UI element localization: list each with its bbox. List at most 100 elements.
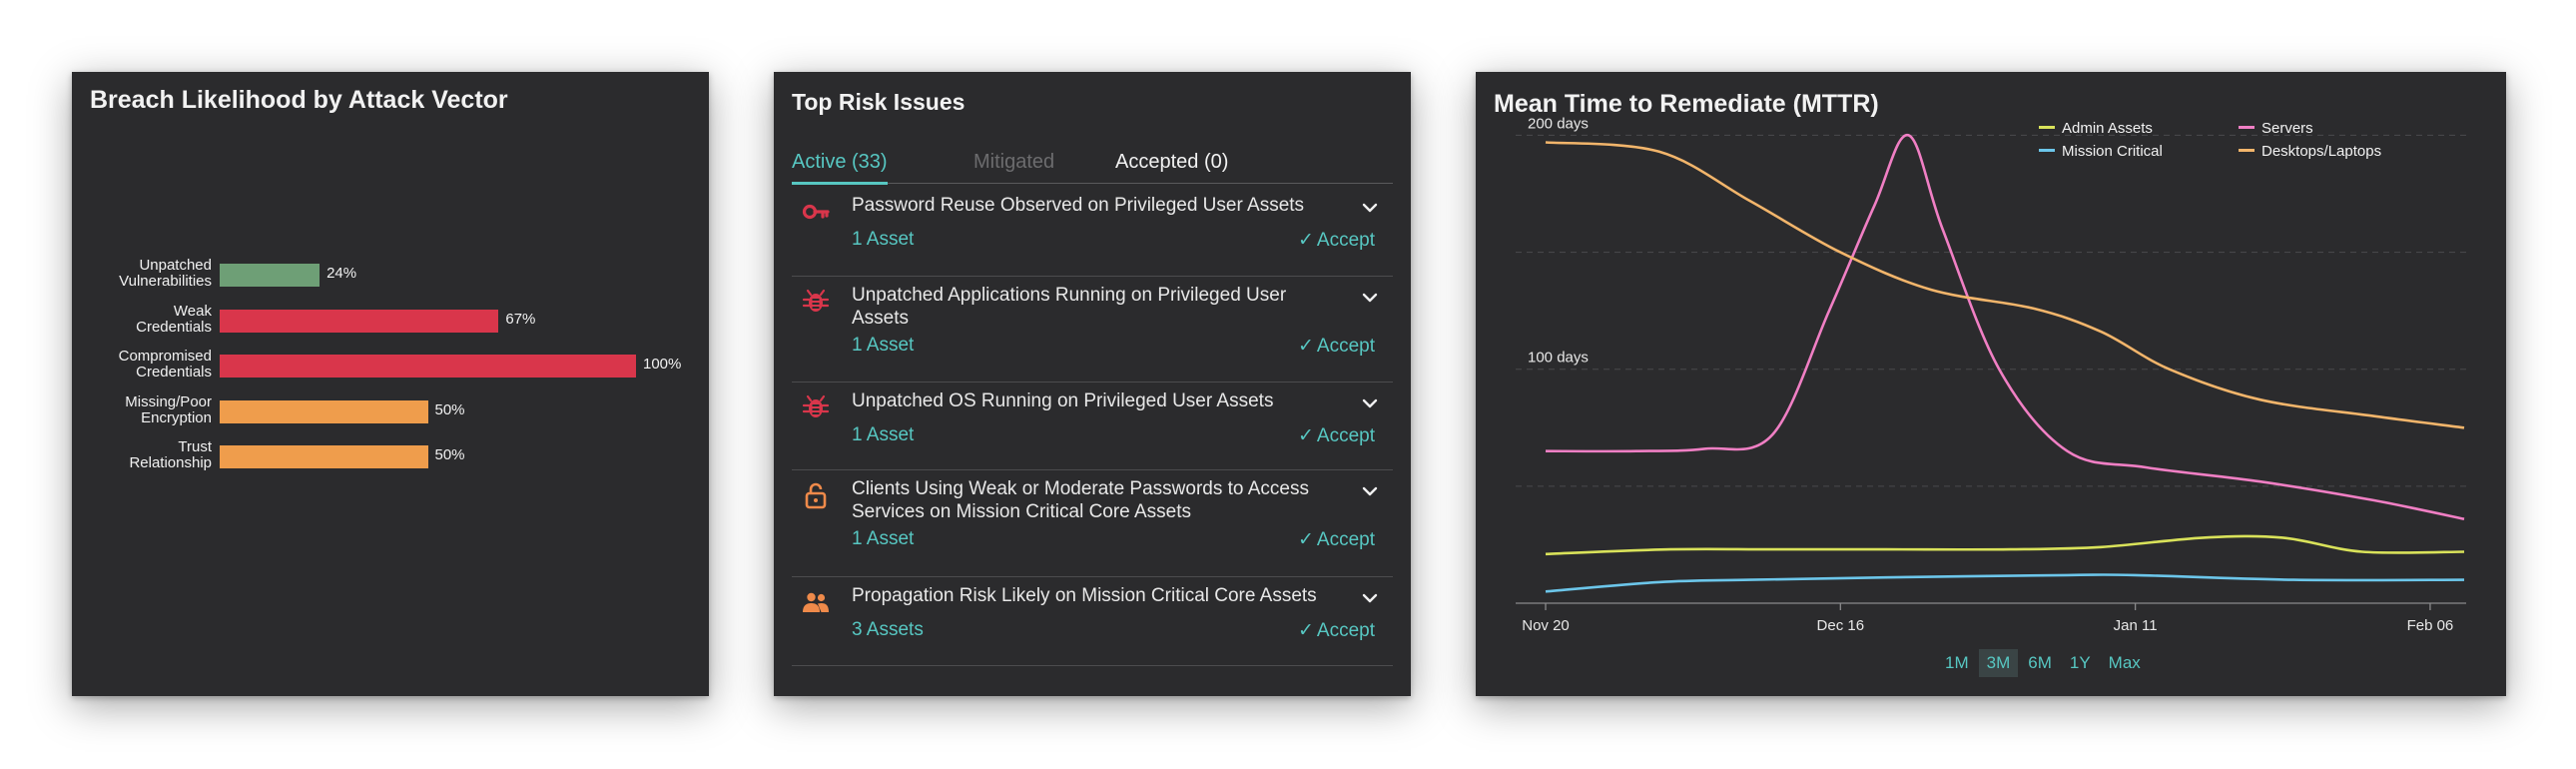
risk-issue-row[interactable]: Unpatched OS Running on Privileged User … (792, 382, 1393, 470)
bar-value-label: 100% (643, 356, 682, 373)
risk-issue-row[interactable]: Unpatched Applications Running on Privil… (792, 276, 1393, 383)
bar-value-label: 50% (434, 446, 465, 463)
bar-category-label: Missing/Poor Encryption (62, 392, 212, 426)
bar-value-label: 67% (505, 310, 536, 328)
risk-tabs: Active (33) Mitigated Accepted (0) (792, 145, 1393, 185)
asset-count-link[interactable]: 1 Asset (852, 528, 915, 549)
range-button-1y[interactable]: 1Y (2069, 653, 2091, 672)
x-tick-label: Feb 06 (2407, 617, 2454, 634)
accept-button[interactable]: ✓ Accept (1298, 619, 1375, 642)
bar-row: Unpatched Vulnerabilities 24% (72, 258, 709, 298)
check-icon: ✓ (1297, 529, 1314, 550)
top-risk-issues-panel: Top Risk Issues Active (33) Mitigated Ac… (774, 72, 1411, 696)
x-tick-label: Jan 11 (2114, 617, 2158, 634)
x-tick-label: Nov 20 (1522, 617, 1570, 634)
chevron-down-icon[interactable] (1361, 394, 1379, 412)
check-icon: ✓ (1297, 620, 1314, 641)
bar-category-label: Unpatched Vulnerabilities (62, 258, 212, 290)
accept-label: Accept (1316, 529, 1375, 550)
mttr-chart-title: Mean Time to Remediate (MTTR) (1494, 90, 1879, 118)
chevron-down-icon[interactable] (1361, 482, 1379, 500)
breach-chart-title: Breach Likelihood by Attack Vector (90, 86, 508, 114)
bar-row: Compromised Credentials 100% (72, 349, 709, 388)
legend-swatch-admin-assets (2039, 125, 2055, 129)
chevron-down-icon[interactable] (1361, 589, 1379, 607)
accept-label: Accept (1316, 336, 1375, 357)
mttr-line-chart: 200 days 100 days Nov 20 Dec 16 Jan 11 Feb 06 (1516, 115, 2466, 634)
series-line-mission-critical (1545, 573, 2465, 593)
bar-value-label: 50% (434, 400, 465, 418)
bar-category-line: Compromised (118, 348, 212, 365)
accept-button[interactable]: ✓ Accept (1298, 528, 1375, 551)
bar (220, 445, 428, 468)
tab-mitigated: Mitigated (973, 151, 1055, 173)
risk-issue-row[interactable]: Password Reuse Observed on Privileged Us… (792, 186, 1393, 277)
asset-count-link[interactable]: 1 Asset (852, 424, 915, 445)
bar-category-line: Relationship (129, 454, 212, 471)
risk-panel-title: Top Risk Issues (792, 89, 966, 115)
risk-issue-title[interactable]: Password Reuse Observed on Privileged Us… (852, 195, 1305, 216)
risk-issue-title[interactable]: Unpatched OS Running on Privileged User … (852, 390, 1274, 411)
risk-issue-title[interactable]: Clients Using Weak or Moderate Passwords… (852, 478, 1309, 522)
legend-label: Desktops/Laptops (2261, 143, 2382, 160)
accept-label: Accept (1316, 230, 1375, 251)
legend-label: Servers (2261, 120, 2313, 137)
accept-button[interactable]: ✓ Accept (1298, 424, 1375, 447)
legend-item-desktops-laptops[interactable]: Desktops/Laptops (2239, 143, 2381, 160)
mttr-panel: Mean Time to Remediate (MTTR) Admin Asse… (1476, 72, 2506, 696)
chevron-down-icon[interactable] (1361, 199, 1379, 217)
range-button-3m[interactable]: 3M (1978, 649, 2019, 677)
bar-row: Trust Relationship 50% (72, 439, 709, 479)
legend-swatch-servers (2239, 125, 2254, 129)
tab-active[interactable]: Active (33) (792, 151, 888, 185)
legend-label: Admin Assets (2062, 120, 2153, 137)
range-button-max[interactable]: Max (2108, 653, 2141, 672)
chevron-down-icon[interactable] (1361, 289, 1379, 307)
bar-category-label: Trust Relationship (62, 439, 212, 471)
bar (220, 355, 636, 378)
bar-category-line: Weak (173, 302, 212, 320)
bar-category-label: Compromised Credentials (62, 349, 212, 381)
legend-item-servers[interactable]: Servers (2239, 120, 2313, 137)
check-icon: ✓ (1297, 230, 1314, 251)
x-tick-label: Dec 16 (1817, 617, 1865, 634)
bug-icon (802, 288, 830, 316)
bar-category-line: Trust (178, 438, 212, 455)
bar-category-line: Credentials (136, 318, 212, 336)
y-tick-label: 200 days (1528, 115, 1589, 132)
asset-count-link[interactable]: 3 Assets (852, 619, 924, 640)
check-icon: ✓ (1297, 336, 1314, 357)
range-button-1m[interactable]: 1M (1945, 653, 1969, 672)
series-line-desktops-laptops (1545, 141, 2465, 429)
asset-count-link[interactable]: 1 Asset (852, 335, 915, 356)
key-icon (802, 198, 830, 226)
y-tick-label: 100 days (1528, 350, 1589, 367)
bar-category-label: Weak Credentials (62, 302, 212, 336)
bug-icon (802, 393, 830, 421)
risk-issue-row[interactable]: Clients Using Weak or Moderate Passwords… (792, 469, 1393, 577)
bar-category-line: Unpatched (139, 257, 212, 274)
people-icon (802, 588, 830, 616)
bar-category-line: Missing/Poor (125, 392, 212, 410)
asset-count-link[interactable]: 1 Asset (852, 229, 915, 250)
risk-issue-title[interactable]: Unpatched Applications Running on Privil… (852, 285, 1287, 329)
legend-item-mission-critical[interactable]: Mission Critical (2039, 143, 2163, 160)
bar-value-label: 24% (326, 265, 357, 282)
bar-row: Missing/Poor Encryption 50% (72, 393, 709, 434)
risk-issue-title[interactable]: Propagation Risk Likely on Mission Criti… (852, 585, 1317, 606)
legend-swatch-desktops-laptops (2239, 148, 2254, 152)
breach-likelihood-panel: Breach Likelihood by Attack Vector Unpat… (72, 72, 709, 696)
series-line-admin-assets (1545, 534, 2465, 556)
legend-item-admin-assets[interactable]: Admin Assets (2039, 120, 2153, 137)
legend-swatch-mission-critical (2039, 148, 2055, 152)
range-button-6m[interactable]: 6M (2028, 653, 2052, 672)
accept-button[interactable]: ✓ Accept (1298, 229, 1375, 252)
accept-button[interactable]: ✓ Accept (1298, 335, 1375, 358)
check-icon: ✓ (1297, 425, 1314, 446)
bar (220, 399, 428, 423)
bar-category-line: Encryption (141, 408, 212, 426)
risk-issue-row[interactable]: Propagation Risk Likely on Mission Criti… (792, 576, 1393, 666)
bar-row: Weak Credentials 67% (72, 303, 709, 344)
bar (220, 264, 321, 287)
tab-accepted[interactable]: Accepted (0) (1115, 151, 1229, 173)
